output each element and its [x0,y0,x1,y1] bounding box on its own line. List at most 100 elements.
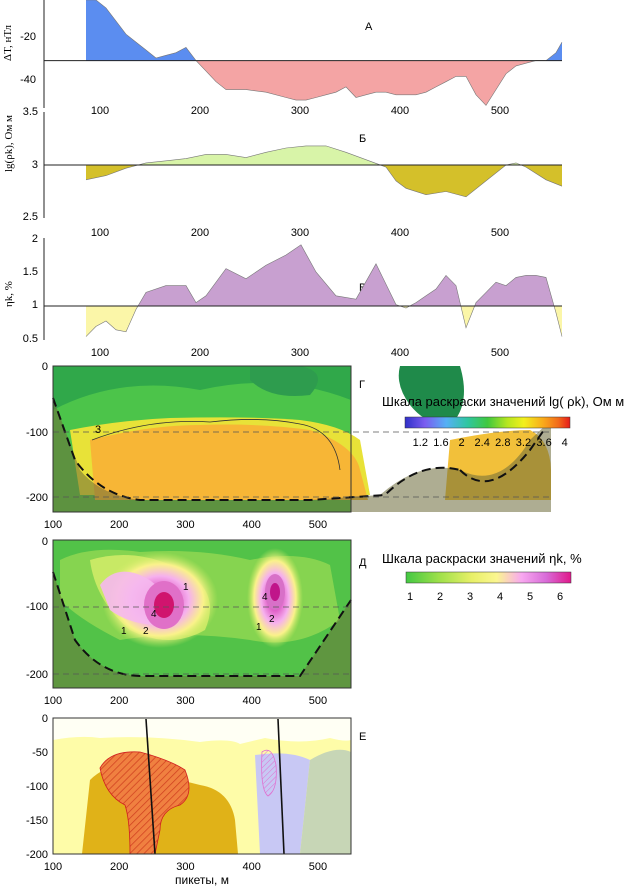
profile-series-line [86,0,563,106]
profile-negative-area [86,306,562,337]
profile-x-tick-label: 400 [391,105,409,117]
scale-tick-label: 3.2 [516,437,531,449]
section-x-tick-label: 100 [44,861,62,873]
geology-fault-line [277,718,285,855]
panel-b-ytick: 3.5 [23,106,38,118]
section-f-ytick: 0 [42,713,48,725]
section-d-dark-zone [250,366,318,396]
panel-a-ytick: -20 [20,31,36,43]
scale-tick-label: 2 [459,437,465,449]
panel-d-resistivity-section: 3 0 -100 -200 Г Шкала раскраски значений… [26,361,624,531]
profile-x-tick-label: 300 [291,347,309,359]
section-x-tick-label: 200 [110,861,128,873]
panel-a-label: А [365,21,373,33]
scale-tick-label: 1.2 [413,437,428,449]
panel-b-ytick: 2.5 [23,211,38,223]
profile-positive-area [86,0,562,61]
profile-x-tick-label: 200 [191,347,209,359]
profile-x-tick-label: 300 [291,227,309,239]
section-f-ytick: -150 [26,815,48,827]
section-x-tick-label: 100 [44,695,62,707]
section-x-tick-label: 400 [242,519,260,531]
profile-x-tick-label: 200 [191,227,209,239]
panel-b-resistivity: lg(ρk), Ом м 3.5 3 2.5 Б 100 200 300 400 500 [3,106,563,239]
section-x-tick-label: 300 [176,695,194,707]
section-e-shade-mask [53,572,351,688]
geology-rock-green [300,749,351,854]
section-e-ytick: -100 [26,601,48,613]
profile-positive-area [86,244,562,306]
panel-d-label: Г [359,379,365,391]
profile-x-tick-label: 300 [291,105,309,117]
profile-x-tick-label: 100 [91,105,109,117]
geology-fault-line [145,718,156,855]
scale-tick-label: 6 [557,591,563,603]
chargeability-scale-title: Шкала раскраски значений ηk, % [382,551,582,566]
section-e-contour-label: 4 [262,592,268,603]
section-e-ytick: -200 [26,669,48,681]
profile-x-tick-label: 400 [391,347,409,359]
section-e-contour-label: 1 [256,622,262,633]
scale-tick-label: 2.4 [475,437,490,449]
section-d-contour-label: 3 [95,424,101,436]
panel-c-ytick: 1 [32,299,38,311]
section-d-high-zone [90,424,368,500]
panel-b-ylabel: lg(ρk), Ом м [3,115,15,172]
section-e-depth-limit-line [52,571,352,677]
section-x-tick-label: 500 [309,861,327,873]
profile-x-tick-label: 500 [491,105,509,117]
section-d-dark-zone [398,366,464,423]
section-f-ytick: -200 [26,849,48,861]
profile-series-line [85,244,563,337]
profile-x-tick-label: 100 [91,347,109,359]
section-x-tick-label: 500 [309,695,327,707]
section-d-frame [52,365,352,513]
section-x-tick-label: 300 [176,861,194,873]
panel-a-ylabel: ΔT, нТл [2,24,14,61]
geology-intrusion-hatched [99,751,190,855]
section-x-tick-label: 400 [242,861,260,873]
panel-c-ytick: 1.5 [23,266,38,278]
panel-b-label: Б [359,133,366,145]
section-x-tick-label: 300 [176,519,194,531]
resistivity-color-scale [404,416,571,429]
section-x-tick-label: 200 [110,519,128,531]
scale-tick-label: 2 [437,591,443,603]
scale-tick-label: 1 [407,591,413,603]
profile-x-tick-label: 500 [491,227,509,239]
panel-f-geology-section: 0 -50 -100 -150 -200 Е пикеты, м 100 200 3… [26,713,366,887]
scale-tick-label: 3 [467,591,473,603]
scale-tick-label: 2.8 [495,437,510,449]
anomaly-east-center [270,583,280,601]
scale-tick-label: 4 [497,591,503,603]
resistivity-scale-title: Шкала раскраски значений lg( ρk), Ом м [382,394,624,409]
profile-negative-area [86,165,562,197]
profile-positive-area [86,145,562,165]
section-d-depth-limit-line [52,397,552,501]
profile-series-line [85,145,563,198]
profile-x-tick-label: 400 [391,227,409,239]
panel-c-ylabel: ηk, % [3,281,15,307]
section-x-tick-label: 400 [242,695,260,707]
scale-tick-label: 1.6 [433,437,448,449]
section-d-ytick: -200 [26,492,48,504]
chargeability-color-scale [405,571,572,584]
section-f-frame [52,717,352,855]
section-d-shade-mask [53,398,551,512]
section-d-ytick: 0 [42,361,48,373]
panel-f-label: Е [359,731,366,743]
profile-x-tick-label: 200 [191,105,209,117]
scale-tick-label: 5 [527,591,533,603]
panel-a-magnetic-anomaly: ΔT, нТл -20 -40 А 100 200 300 400 500 [2,0,563,117]
profile-negative-area [86,60,562,106]
section-e-contour-label: 2 [143,626,149,637]
section-f-ytick: -100 [26,781,48,793]
section-f-ytick: -50 [32,747,48,759]
panel-b-ytick: 3 [32,159,38,171]
profile-x-tick-label: 500 [491,347,509,359]
section-d-contour-line [91,419,341,471]
section-x-tick-label: 500 [309,519,327,531]
section-e-contour-label: 1 [121,626,127,637]
